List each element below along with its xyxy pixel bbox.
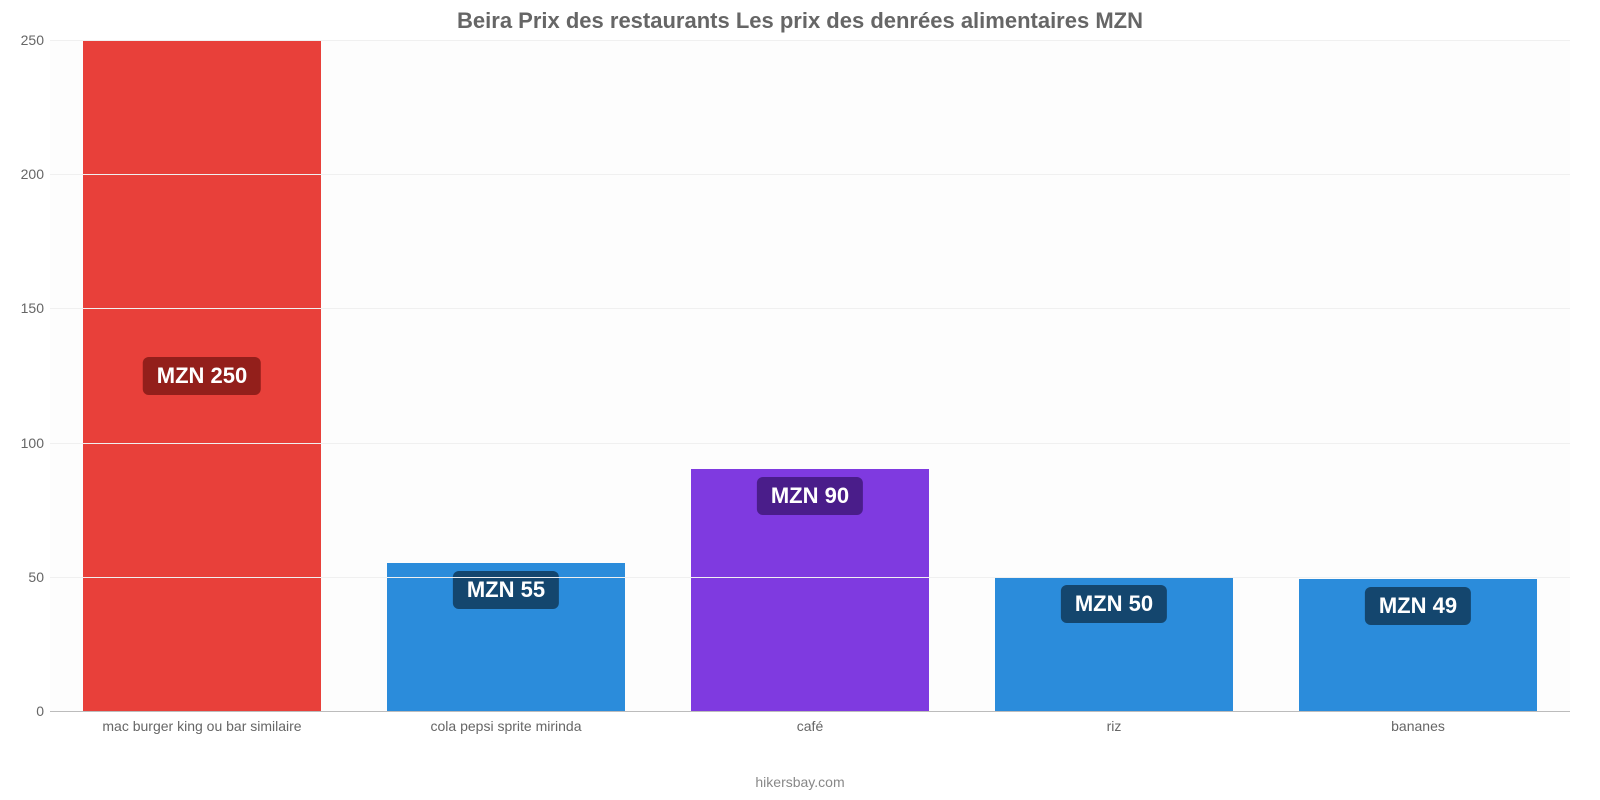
bars-group: MZN 250 MZN 55 MZN 90 MZN 50 MZN 49 [50,40,1570,711]
bar-slot: MZN 90 [658,40,962,711]
bar-slot: MZN 49 [1266,40,1570,711]
y-tick-label: 150 [10,300,44,316]
chart-title: Beira Prix des restaurants Les prix des … [0,0,1600,40]
y-tick-label: 250 [10,32,44,48]
x-tick-label: café [658,712,962,740]
gridline [50,308,1570,309]
bar-value-label: MZN 49 [1365,587,1471,625]
y-tick-label: 0 [10,703,44,719]
bar-value-label: MZN 250 [143,357,261,395]
y-tick-label: 50 [10,569,44,585]
y-tick-label: 200 [10,166,44,182]
x-tick-label: bananes [1266,712,1570,740]
gridline [50,40,1570,41]
bar: MZN 50 [995,577,1232,711]
bar: MZN 49 [1299,579,1536,711]
gridline [50,174,1570,175]
bar: MZN 55 [387,563,624,711]
plot-area: MZN 250MZN 55MZN 90MZN 50MZN 49 05010015… [50,40,1570,712]
y-tick-label: 100 [10,435,44,451]
bar-value-label: MZN 90 [757,477,863,515]
x-tick-label: mac burger king ou bar similaire [50,712,354,740]
chart-container: MZN 250MZN 55MZN 90MZN 50MZN 49 05010015… [50,40,1570,740]
bar: MZN 90 [691,469,928,711]
gridline [50,577,1570,578]
chart-footer: hikersbay.com [0,774,1600,790]
x-axis: mac burger king ou bar similairecola pep… [50,712,1570,740]
bar-slot: MZN 50 [962,40,1266,711]
gridline [50,443,1570,444]
bar-slot: MZN 250 [50,40,354,711]
bar-slot: MZN 55 [354,40,658,711]
bar: MZN 250 [83,40,320,711]
x-tick-label: riz [962,712,1266,740]
bar-value-label: MZN 50 [1061,585,1167,623]
x-tick-label: cola pepsi sprite mirinda [354,712,658,740]
